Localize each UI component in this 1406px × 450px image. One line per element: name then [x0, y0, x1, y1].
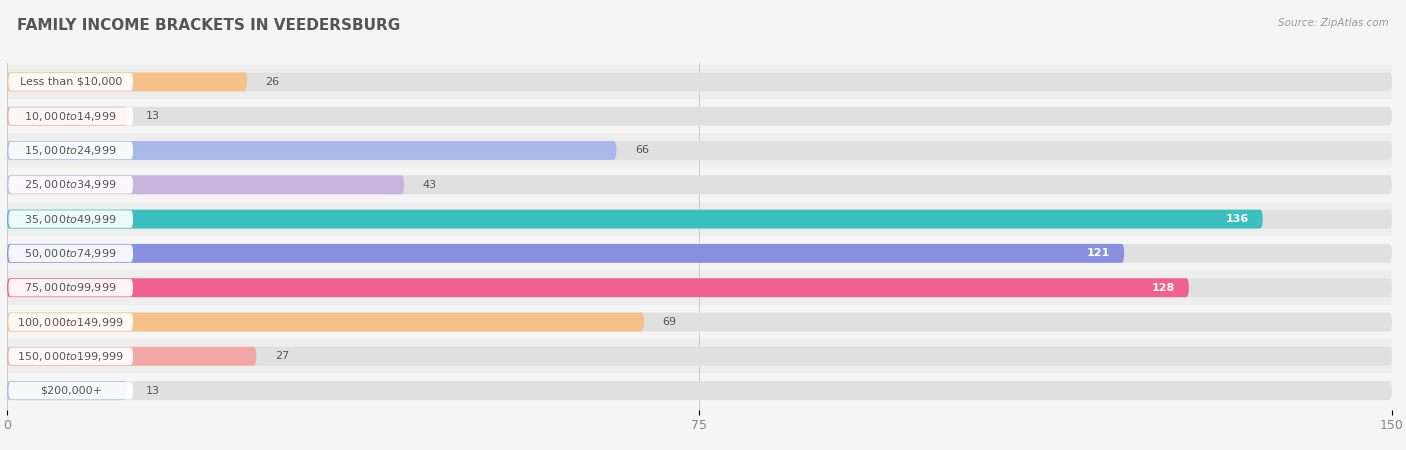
FancyBboxPatch shape [7, 278, 1392, 297]
FancyBboxPatch shape [7, 313, 644, 332]
FancyBboxPatch shape [7, 236, 1392, 270]
FancyBboxPatch shape [7, 141, 616, 160]
FancyBboxPatch shape [7, 374, 1392, 408]
Text: $15,000 to $24,999: $15,000 to $24,999 [24, 144, 117, 157]
Text: 43: 43 [422, 180, 437, 190]
FancyBboxPatch shape [7, 72, 1392, 91]
Text: 26: 26 [266, 77, 280, 87]
Text: 69: 69 [662, 317, 676, 327]
Text: 13: 13 [146, 386, 159, 396]
FancyBboxPatch shape [7, 107, 127, 126]
FancyBboxPatch shape [7, 133, 1392, 168]
Text: $25,000 to $34,999: $25,000 to $34,999 [24, 178, 117, 191]
Text: 13: 13 [146, 111, 159, 121]
FancyBboxPatch shape [7, 313, 1392, 332]
FancyBboxPatch shape [7, 141, 1392, 160]
Text: $50,000 to $74,999: $50,000 to $74,999 [24, 247, 117, 260]
FancyBboxPatch shape [7, 65, 1392, 99]
FancyBboxPatch shape [7, 244, 1125, 263]
FancyBboxPatch shape [7, 347, 256, 366]
FancyBboxPatch shape [8, 142, 134, 159]
Text: 27: 27 [274, 351, 290, 361]
FancyBboxPatch shape [8, 73, 134, 90]
FancyBboxPatch shape [7, 244, 1392, 263]
FancyBboxPatch shape [7, 210, 1392, 229]
Text: 121: 121 [1087, 248, 1111, 258]
Text: 128: 128 [1152, 283, 1175, 293]
FancyBboxPatch shape [7, 176, 404, 194]
FancyBboxPatch shape [7, 339, 1392, 374]
FancyBboxPatch shape [8, 176, 134, 194]
FancyBboxPatch shape [7, 202, 1392, 236]
FancyBboxPatch shape [7, 270, 1392, 305]
FancyBboxPatch shape [8, 279, 134, 297]
FancyBboxPatch shape [8, 382, 134, 400]
Text: 66: 66 [636, 145, 648, 156]
FancyBboxPatch shape [8, 210, 134, 228]
Text: $35,000 to $49,999: $35,000 to $49,999 [24, 212, 117, 225]
FancyBboxPatch shape [7, 347, 1392, 366]
FancyBboxPatch shape [8, 108, 134, 125]
FancyBboxPatch shape [8, 347, 134, 365]
Text: $75,000 to $99,999: $75,000 to $99,999 [24, 281, 117, 294]
FancyBboxPatch shape [7, 381, 1392, 400]
FancyBboxPatch shape [7, 72, 247, 91]
FancyBboxPatch shape [7, 107, 1392, 126]
Text: FAMILY INCOME BRACKETS IN VEEDERSBURG: FAMILY INCOME BRACKETS IN VEEDERSBURG [17, 18, 401, 33]
Text: $100,000 to $149,999: $100,000 to $149,999 [17, 315, 124, 328]
Text: Less than $10,000: Less than $10,000 [20, 77, 122, 87]
FancyBboxPatch shape [7, 168, 1392, 202]
FancyBboxPatch shape [8, 245, 134, 262]
FancyBboxPatch shape [7, 176, 1392, 194]
Text: Source: ZipAtlas.com: Source: ZipAtlas.com [1278, 18, 1389, 28]
Text: 136: 136 [1226, 214, 1249, 224]
FancyBboxPatch shape [7, 278, 1189, 297]
Text: $150,000 to $199,999: $150,000 to $199,999 [17, 350, 124, 363]
FancyBboxPatch shape [8, 313, 134, 331]
FancyBboxPatch shape [7, 381, 127, 400]
FancyBboxPatch shape [7, 305, 1392, 339]
Text: $200,000+: $200,000+ [39, 386, 101, 396]
FancyBboxPatch shape [7, 210, 1263, 229]
Text: $10,000 to $14,999: $10,000 to $14,999 [24, 110, 117, 123]
FancyBboxPatch shape [7, 99, 1392, 133]
